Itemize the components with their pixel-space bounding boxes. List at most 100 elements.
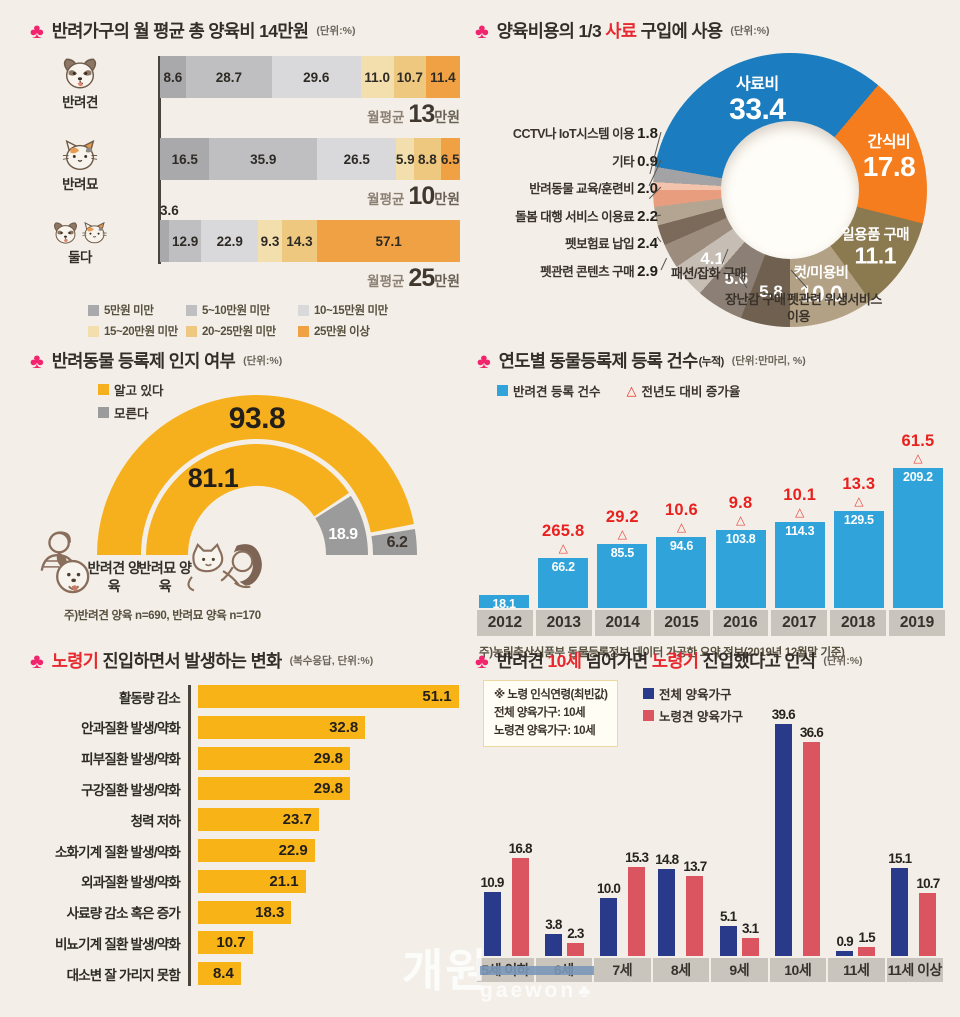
triangle-marker-icon: △: [676, 520, 687, 535]
x-axis-label: 2019: [889, 610, 945, 637]
bar-wrap: 36.6: [799, 724, 824, 956]
bar-segment: 29.6: [271, 56, 361, 99]
stacked-bar-chart: 반려견 8.6 28.7 29.6 11.0 10.7 11.4 월평균 13만원 반려묘 16.5…: [30, 56, 460, 294]
category: 둘다: [30, 220, 130, 294]
bar-value: 1.5: [858, 930, 875, 946]
panel-title: 반려견 10세 넘어가면 노령기 진입했다고 인식: [497, 650, 816, 673]
bar-column: 9.8 △ 103.8: [715, 432, 766, 609]
chart-note: 주)반려견 양육 n=690, 반려묘 양육 n=170: [64, 610, 261, 622]
panel-unit: (단위:%): [823, 655, 863, 667]
bar-segment: 8.8: [414, 138, 441, 181]
bar: 94.6: [656, 537, 707, 609]
avg-number: 10: [408, 182, 435, 211]
gauge-category: 반려묘 양육: [138, 560, 192, 594]
bar-segment-label: 3.6: [160, 203, 179, 219]
legend-item: 25만원 이상: [298, 323, 432, 339]
legend-item: 20~25만원 미만: [186, 323, 298, 339]
bar-segment: 57.1: [317, 220, 460, 263]
bar-group: 10.0 15.3: [594, 850, 652, 956]
bar-segment: 35.9: [209, 138, 318, 181]
bar-column: 10.6 △ 94.6: [656, 432, 707, 609]
slice-value: 2.2: [637, 208, 658, 225]
bar-area: 8.6 28.7 29.6 11.0 10.7 11.4 월평균 13만원: [160, 56, 460, 130]
legend-item: 10~15만원 미만: [298, 302, 432, 318]
growth-rate-label: 10.6: [664, 501, 698, 520]
bar-segment: 26.5: [317, 138, 397, 181]
slice-value: 1.8: [637, 125, 658, 142]
bar: 29.8: [198, 746, 350, 770]
bar-value: 36.6: [799, 724, 824, 740]
legend-label: 10~15만원 미만: [314, 305, 388, 318]
category-label: 안과질환 발생/약화: [81, 721, 181, 737]
stacked-bar: 3.6 12.9 22.9 9.3 14.3 57.1: [160, 203, 460, 263]
chart-legend: 반려견 등록 건수 △ 전년도 대비 증가율: [497, 381, 945, 400]
bar: [483, 892, 501, 956]
bar-value: 14.8: [655, 852, 679, 868]
gauge-value: 93.8: [228, 402, 286, 435]
x-axis-label: 11세 이상: [886, 958, 943, 982]
bar-value: 0.9: [836, 933, 853, 949]
slice-callout: 돌봄 대행 서비스 이용료 2.2: [475, 206, 658, 226]
slice-name: 돌봄 대행 서비스 이용료: [515, 210, 635, 224]
legend-item: 알고 있다: [98, 380, 163, 399]
legend-label: 5~10만원 미만: [202, 305, 270, 318]
bar-wrap: 14.8: [655, 852, 679, 956]
dog-icon: [61, 57, 99, 90]
title-text: 넘어가면: [581, 651, 652, 671]
info-box-line: ※ 노령 인식연령(최빈값): [494, 689, 608, 701]
bar-segment: 3.6: [160, 203, 179, 263]
legend-item: △ 전년도 대비 증가율: [626, 381, 740, 400]
category-label: 반려견: [62, 95, 98, 111]
bar: 114.3: [774, 522, 825, 609]
dog-owner-illustration: [32, 526, 94, 603]
bar-wrap: 39.6: [772, 707, 796, 956]
clover-icon: ♣: [475, 650, 489, 673]
clover-icon: ♣: [30, 350, 44, 373]
gauge-arcs: [97, 395, 417, 556]
bar-segment: 9.3: [258, 220, 282, 263]
bar: [566, 942, 584, 956]
panel-title: 연도별 동물등록제 등록 건수(누적): [499, 350, 725, 373]
horizontal-bar-chart: 활동량 감소 51.1 안과질환 발생/약화 32.8 피부질환 발생/약화 29.8 구강…: [30, 685, 460, 987]
slice-name: 기타: [612, 155, 635, 169]
panel-title: 양육비용의 1/3 사료 구입에 사용: [497, 20, 723, 43]
bar: [658, 869, 676, 956]
bar: [836, 950, 854, 956]
info-box-line: 전체 양육가구: 10세: [494, 706, 586, 719]
panel-registration-awareness: ♣ 반려동물 등록제 인지 여부 (단위:%) 알고 있다 모른다 93.8 81.1…: [30, 350, 460, 640]
bar-row: 구강질환 발생/약화 29.8: [30, 777, 460, 801]
x-axis-labels: 2012 2013 2014 2015 2016 2017 2018 2019: [477, 610, 945, 637]
bar-wrap: 1.5: [858, 930, 876, 956]
x-axis-label: 8세: [652, 958, 709, 982]
legend-swatch: [98, 384, 109, 395]
slice-name: 반려동물 교육/훈련비: [529, 182, 635, 196]
bar-group: 0.9 1.5: [827, 930, 885, 956]
category-label: 활동량 감소: [118, 690, 181, 706]
bar: 8.4: [198, 962, 241, 986]
bar: 18.1: [479, 594, 530, 611]
slice-value: 2.4: [637, 235, 658, 252]
bar-chart: 18.1 265.8 △ 66.2 29.2 △ 85.5 10.6 △ 94.6 9.8 △ 103.…: [477, 432, 945, 611]
legend-label: 전체 양육가구: [659, 688, 732, 702]
panel-senior-age-perception: ♣ 반려견 10세 넘어가면 노령기 진입했다고 인식 (단위:%) ※ 노령 …: [475, 650, 947, 1007]
slice-label: 사료비 33.4: [729, 76, 786, 125]
bar-wrap: 3.8: [544, 917, 562, 956]
bar-value: 15.1: [888, 850, 912, 866]
slice-label: 컷/미용비 10.0: [794, 266, 849, 306]
avg-prefix: 월평균: [367, 110, 405, 126]
panel-title: 반려동물 등록제 인지 여부: [52, 350, 236, 373]
slice-label: 일용품 구매 11.1: [841, 227, 909, 267]
bar: 10.7: [198, 931, 253, 955]
panel-cost-breakdown: ♣ 양육비용의 1/3 사료 구입에 사용 (단위:%) 사료비 33.4 간식비 1…: [475, 20, 950, 342]
triangle-marker-icon: △: [854, 493, 864, 508]
slice-value: 2.0: [637, 180, 658, 197]
avg-suffix: 만원: [434, 109, 460, 126]
bar: 129.5: [833, 510, 884, 609]
growth-rate-label: 9.8: [728, 494, 753, 513]
slice-label: 간식비 17.8: [863, 134, 916, 181]
panel-header: ♣ 반려가구의 월 평균 총 양육비 14만원 (단위:%): [30, 20, 460, 43]
monthly-average: 월평균 10만원: [160, 182, 460, 212]
growth-rate-label: 265.8: [542, 522, 585, 541]
clover-icon: ♣: [30, 650, 44, 673]
bar: 103.8: [715, 530, 766, 609]
